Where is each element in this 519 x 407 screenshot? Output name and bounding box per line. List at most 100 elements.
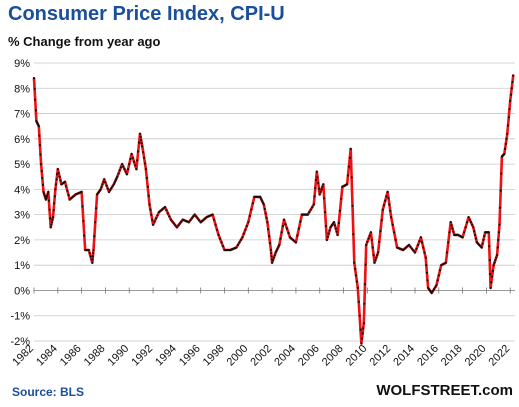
data-point [118, 169, 121, 172]
data-point [83, 234, 86, 237]
data-point [259, 195, 262, 198]
data-point [508, 108, 511, 111]
data-point [499, 189, 502, 192]
data-point [333, 224, 336, 227]
data-point [91, 255, 94, 258]
data-point [426, 279, 429, 282]
data-point [235, 246, 238, 249]
data-point [371, 246, 374, 249]
data-point [447, 241, 450, 244]
data-point [44, 198, 48, 201]
data-point [129, 157, 132, 161]
x-tick-label: 2012 [368, 343, 394, 369]
data-point [94, 221, 97, 224]
data-point [239, 238, 242, 241]
data-point [285, 227, 289, 230]
data-point [141, 145, 144, 148]
data-point [177, 224, 180, 227]
data-point [71, 195, 74, 198]
data-point [474, 237, 478, 240]
data-point [132, 160, 136, 163]
data-point [297, 227, 300, 230]
data-point [277, 245, 280, 248]
data-point [509, 93, 513, 96]
data-point [361, 332, 364, 335]
data-point [32, 77, 36, 80]
x-tick-label: 1998 [201, 343, 227, 369]
data-point [260, 197, 263, 200]
data-point [448, 231, 451, 234]
data-point [366, 240, 369, 243]
data-point [100, 185, 103, 188]
data-point [317, 187, 321, 190]
data-point [282, 218, 286, 221]
data-point [247, 221, 250, 224]
data-point [65, 185, 68, 188]
data-point [270, 252, 273, 255]
data-point [379, 230, 382, 233]
data-point [431, 290, 434, 293]
data-point [362, 327, 365, 330]
data-point [367, 237, 370, 240]
data-point [424, 256, 427, 259]
data-point [50, 223, 53, 226]
data-point [461, 236, 464, 239]
data-point [324, 211, 327, 214]
data-point [88, 252, 91, 255]
data-point [267, 228, 270, 231]
data-point [135, 168, 138, 171]
data-point [130, 152, 133, 156]
data-point [511, 80, 514, 84]
y-tick-label: 7% [14, 109, 30, 121]
data-point [498, 223, 501, 226]
data-point [251, 202, 254, 205]
data-point [156, 214, 159, 217]
data-point [510, 87, 513, 90]
data-point [281, 224, 284, 228]
data-point [279, 237, 282, 240]
data-point [356, 286, 359, 289]
data-point [503, 152, 506, 156]
data-point [490, 281, 493, 284]
data-point [390, 216, 393, 219]
data-point [145, 176, 148, 180]
data-point [506, 132, 509, 135]
data-point [121, 163, 124, 166]
data-point [122, 165, 125, 168]
data-point [335, 230, 338, 233]
data-point [51, 218, 54, 221]
data-point [288, 236, 292, 239]
data-point [294, 241, 297, 244]
data-point [391, 223, 394, 226]
data-point [497, 231, 500, 234]
data-point [332, 221, 336, 224]
data-point [213, 218, 216, 221]
data-point [195, 215, 198, 218]
data-point [47, 199, 51, 202]
data-point [192, 215, 195, 218]
data-point [214, 223, 217, 226]
data-point [299, 220, 302, 223]
data-point [483, 235, 486, 238]
data-point [492, 264, 495, 267]
data-point [91, 261, 94, 264]
x-tick-label: 1984 [34, 343, 60, 369]
data-point [138, 141, 141, 144]
data-point [290, 237, 293, 240]
data-point [368, 234, 371, 237]
data-point [87, 248, 90, 252]
x-tick-label: 1994 [153, 343, 179, 369]
data-point [43, 194, 46, 197]
data-point [317, 181, 320, 185]
data-point [337, 221, 340, 224]
data-point [263, 207, 266, 211]
data-point [125, 173, 128, 176]
data-point [34, 109, 37, 112]
data-point [38, 134, 41, 137]
data-point [500, 172, 503, 175]
data-point [236, 243, 239, 247]
data-point [241, 236, 244, 239]
data-point [111, 185, 114, 188]
data-point [324, 224, 328, 228]
data-point [354, 267, 357, 271]
